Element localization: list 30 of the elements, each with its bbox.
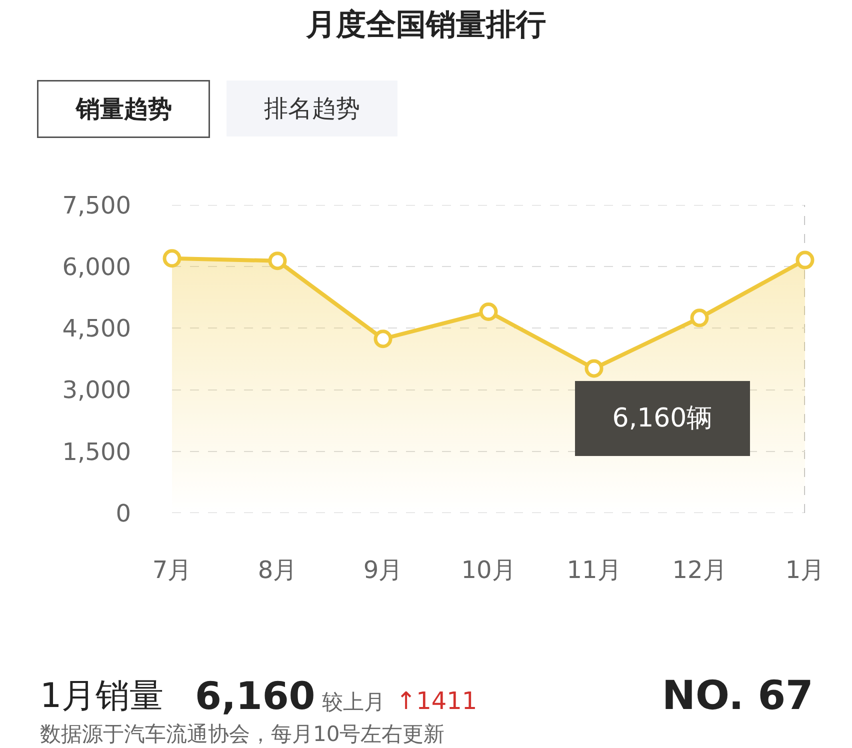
y-tick-label: 0 xyxy=(116,499,131,528)
text: 较上月 xyxy=(322,690,385,714)
annotation: 6,160辆 xyxy=(612,404,713,434)
point xyxy=(374,330,392,348)
x-tick-label: 12月 xyxy=(672,556,727,584)
y-tick-label: 1,500 xyxy=(62,438,131,466)
point xyxy=(162,249,182,268)
chart-title: 月度全国销量排行 xyxy=(305,8,546,42)
point xyxy=(796,250,814,270)
x-tick-label: 10月 xyxy=(461,556,516,584)
x-tick-label: 7月 xyxy=(152,556,192,584)
y-tick-label: 6,000 xyxy=(62,253,131,281)
y-tick-label: 3,000 xyxy=(62,376,131,404)
text: 6,160 xyxy=(195,674,316,718)
text: 销量趋势 xyxy=(75,95,172,123)
y-tick-label: 7,500 xyxy=(62,191,131,220)
point xyxy=(479,302,498,322)
x-tick-label: 11月 xyxy=(566,556,622,584)
x-tick-label: 1月 xyxy=(785,556,825,584)
text: ↑1411 xyxy=(396,687,478,715)
text: NO. 67 xyxy=(662,673,814,719)
text: 数据源于汽车流通协会，每月10号左右更新 xyxy=(40,722,445,746)
x-tick-label: 9月 xyxy=(363,556,403,584)
point xyxy=(268,252,287,270)
point xyxy=(584,359,604,378)
text: 排名趋势 xyxy=(264,94,360,122)
y-tick-label: 4,500 xyxy=(62,314,131,343)
point xyxy=(690,308,709,328)
x-tick-label: 8月 xyxy=(258,556,298,584)
text: 1月销量 xyxy=(40,676,164,716)
